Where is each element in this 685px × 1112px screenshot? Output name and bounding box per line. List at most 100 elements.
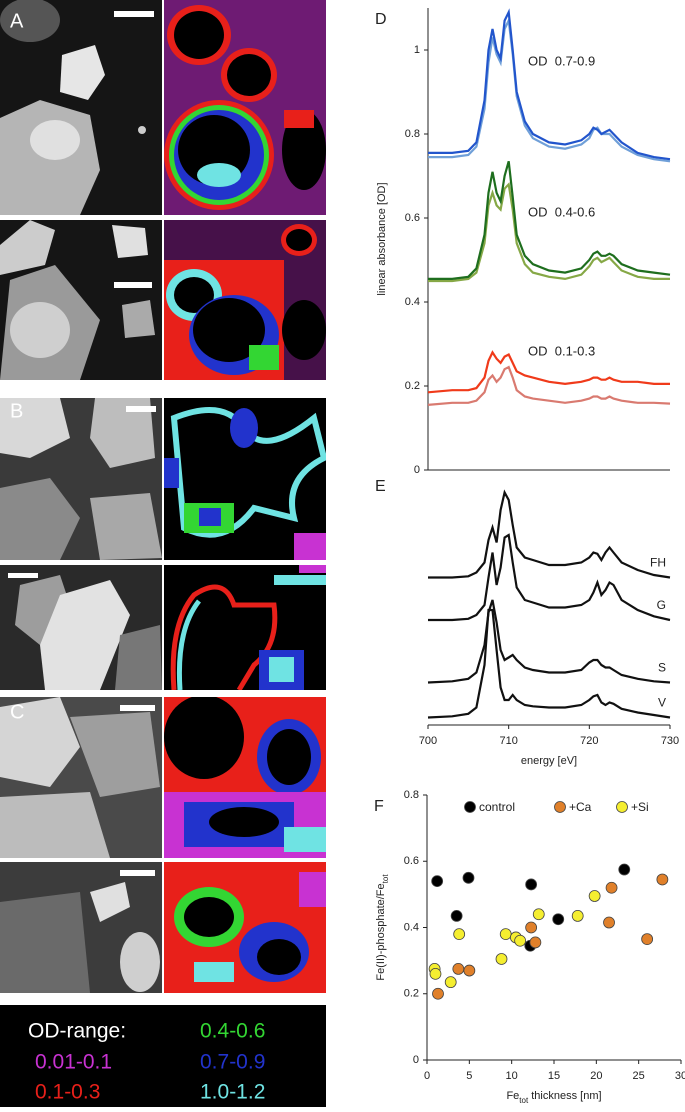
y-tick-label: 0 xyxy=(414,464,420,476)
spectrum-label: V xyxy=(658,696,666,710)
data-point xyxy=(463,964,476,977)
y-tick-label: 0.4 xyxy=(404,921,419,933)
x-tick-label: 730 xyxy=(661,735,679,747)
x-tick-label: 710 xyxy=(499,735,517,747)
y-tick-label: 1 xyxy=(414,44,420,56)
data-point xyxy=(432,987,444,1000)
data-point xyxy=(514,934,527,947)
x-tick-label: 720 xyxy=(580,735,598,747)
od-map xyxy=(164,697,326,858)
panel-label: F xyxy=(374,798,384,815)
data-point xyxy=(618,863,631,876)
y-tick-label: 0.2 xyxy=(404,988,419,1000)
y-tick-label: 0.4 xyxy=(405,296,420,308)
legend-label: control xyxy=(479,800,515,814)
x-axis-label-part: tot xyxy=(519,1096,529,1105)
od-legend-box xyxy=(0,1005,326,1107)
annotation: OD 0.1-0.3 xyxy=(528,343,595,358)
tem-image xyxy=(0,398,162,560)
od-legend-item: 0.4-0.6 xyxy=(200,1020,265,1043)
image-panels xyxy=(0,0,326,993)
y-tick-label: 0.6 xyxy=(405,212,420,224)
data-point xyxy=(571,910,584,922)
od-legend-item: 0.01-0.1 xyxy=(35,1051,112,1074)
y-tick-label: 0 xyxy=(413,1054,419,1066)
od-map xyxy=(164,565,326,690)
data-point xyxy=(525,878,538,891)
x-tick-label: 700 xyxy=(419,735,437,747)
y-axis-label: Fe(II)-phosphate/Fetot xyxy=(375,874,390,981)
panel-label: D xyxy=(375,11,387,28)
od-map xyxy=(164,862,326,993)
x-tick-label: 25 xyxy=(633,1070,645,1082)
tem-image xyxy=(0,0,162,215)
x-tick-label: 10 xyxy=(506,1070,518,1082)
spectrum-line xyxy=(427,350,670,394)
data-point xyxy=(656,873,669,886)
data-point xyxy=(525,921,538,934)
y-axis-label-part: Fe(II)-phosphate/Fe xyxy=(375,883,387,980)
x-tick-label: 5 xyxy=(466,1070,472,1082)
od-legend-item: 0.7-0.9 xyxy=(200,1051,265,1074)
od-map xyxy=(164,220,326,380)
od-legend-title: OD-range: xyxy=(28,1020,126,1043)
od-legend-item: 0.1-0.3 xyxy=(35,1081,100,1104)
y-tick-label: 0.6 xyxy=(404,855,419,867)
panel-label: C xyxy=(10,701,24,723)
spectrum-label: S xyxy=(658,661,666,675)
y-tick-label: 0.2 xyxy=(405,380,420,392)
legend-marker xyxy=(616,801,628,813)
data-point xyxy=(603,916,615,929)
spectrum-line xyxy=(428,489,671,579)
panel-label: E xyxy=(375,478,386,495)
y-tick-label: 0.8 xyxy=(404,789,419,801)
data-point xyxy=(552,913,565,926)
spectrum-line xyxy=(428,161,671,280)
data-point xyxy=(499,928,512,941)
data-point xyxy=(605,881,618,894)
data-point xyxy=(529,936,542,949)
panel-label: B xyxy=(10,400,23,422)
y-axis-label-part: tot xyxy=(381,874,390,884)
data-point xyxy=(532,908,545,921)
tem-image xyxy=(0,862,162,993)
spectrum-line xyxy=(428,533,671,622)
x-tick-label: 20 xyxy=(590,1070,602,1082)
data-point xyxy=(495,953,508,965)
legend-label: +Si xyxy=(631,800,649,814)
annotation: OD 0.4-0.6 xyxy=(528,204,595,219)
y-axis-label: linear absorbance [OD] xyxy=(376,182,388,295)
spectrum-line xyxy=(427,608,671,719)
spectrum-line xyxy=(427,599,671,684)
spectrum-label: G xyxy=(657,598,666,612)
od-map xyxy=(164,0,326,215)
x-tick-label: 15 xyxy=(548,1070,560,1082)
x-axis-label-part: thickness [nm] xyxy=(528,1090,601,1102)
y-tick-label: 0.8 xyxy=(405,128,420,140)
data-point xyxy=(444,976,457,989)
annotation: OD 0.7-0.9 xyxy=(528,53,595,68)
legend-label: +Ca xyxy=(569,800,592,814)
x-axis-label-part: Fe xyxy=(506,1090,519,1102)
legend-marker xyxy=(464,801,476,813)
panel-label: A xyxy=(10,10,24,32)
data-point xyxy=(641,933,654,945)
x-axis-label: energy [eV] xyxy=(521,755,577,767)
spectrum-line xyxy=(428,16,671,163)
data-point xyxy=(453,928,466,941)
data-point xyxy=(429,967,442,980)
x-tick-label: 30 xyxy=(675,1070,685,1082)
spectrum-label: FH xyxy=(650,556,666,570)
data-point xyxy=(452,963,465,975)
tem-image xyxy=(0,697,162,858)
x-axis-label: Fetot thickness [nm] xyxy=(506,1090,601,1105)
spectrum-line xyxy=(427,365,671,406)
x-tick-label: 0 xyxy=(424,1070,430,1082)
data-point xyxy=(431,875,444,888)
data-point xyxy=(462,871,475,884)
spectrum-line xyxy=(428,8,671,161)
od-legend-item: 1.0-1.2 xyxy=(200,1081,265,1104)
od-map xyxy=(164,398,326,560)
tem-image xyxy=(0,220,162,380)
